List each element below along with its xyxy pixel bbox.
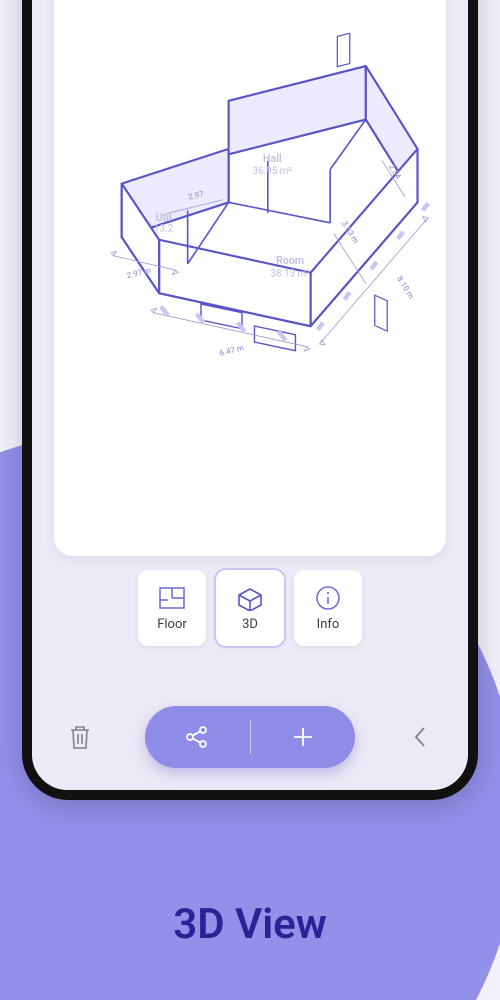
view-info-button[interactable]: Info (294, 570, 362, 646)
view-switcher: Floor 3D Info (32, 570, 468, 646)
primary-action-pill (145, 706, 355, 768)
phone-frame: Hall 36.95 m² Room 38.13 m² Util 13.2 6.… (22, 0, 478, 800)
app-screen: Hall 36.95 m² Room 38.13 m² Util 13.2 6.… (32, 0, 468, 790)
floorplan-3d-svg: Hall 36.95 m² Room 38.13 m² Util 13.2 6.… (54, 0, 446, 556)
bottom-toolbar (32, 702, 468, 772)
view-3d-label: 3D (242, 618, 258, 631)
share-button[interactable] (145, 706, 250, 768)
view-info-label: Info (317, 618, 340, 631)
view-floor-label: Floor (157, 618, 187, 631)
dim-front: 6.47 m (218, 343, 244, 358)
room-area-room: 38.13 m² (270, 268, 310, 279)
floorplan-canvas[interactable]: Hall 36.95 m² Room 38.13 m² Util 13.2 6.… (54, 0, 446, 556)
info-icon (313, 585, 343, 611)
dim-right: 8.10 m (395, 275, 416, 301)
view-3d-button[interactable]: 3D (216, 570, 284, 646)
room-label-hall: Hall (263, 152, 282, 165)
add-button[interactable] (251, 706, 356, 768)
plus-icon (290, 724, 316, 750)
chevron-left-icon (413, 725, 427, 749)
room-area-hall: 36.95 m² (253, 166, 293, 177)
room-label-room: Room (276, 254, 304, 267)
trash-button[interactable] (60, 717, 100, 757)
floorplan-2d-icon (157, 585, 187, 611)
room-label-util: Util (156, 211, 172, 224)
view-floor-button[interactable]: Floor (138, 570, 206, 646)
trash-icon (68, 724, 92, 750)
share-icon (184, 724, 210, 750)
cube-3d-icon (235, 585, 265, 611)
room-area-util: 13.2 (154, 224, 174, 235)
marketing-caption: 3D View (0, 900, 500, 949)
back-button[interactable] (400, 717, 440, 757)
